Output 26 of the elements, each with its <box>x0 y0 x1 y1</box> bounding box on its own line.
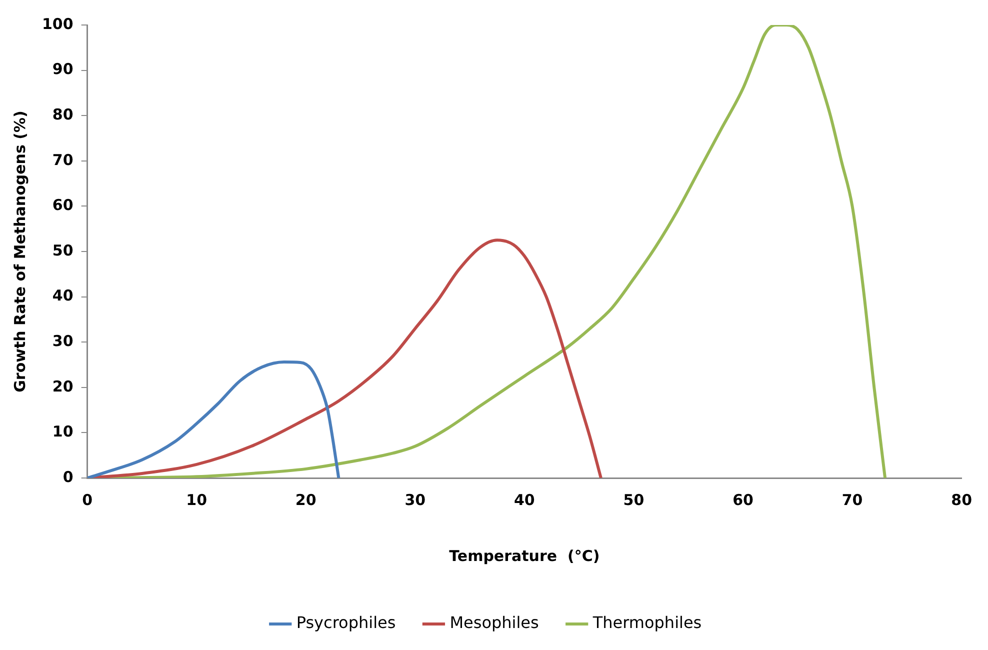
y-tick-label: 50 <box>52 241 74 260</box>
x-tick-label: 60 <box>732 490 754 509</box>
y-tick-label: 20 <box>52 377 74 396</box>
y-tick-label: 70 <box>52 150 74 169</box>
y-tick-label: 100 <box>42 14 74 33</box>
legend-label: Mesophiles <box>450 613 539 632</box>
x-tick-label: 10 <box>186 490 208 509</box>
legend-label: Psycrophiles <box>296 613 396 632</box>
y-tick-label: 80 <box>52 105 74 124</box>
x-tick-label: 0 <box>82 490 93 509</box>
y-tick-label: 40 <box>52 286 74 305</box>
y-tick-label: 0 <box>62 468 74 486</box>
y-tick-label: 90 <box>52 60 74 78</box>
y-tick-label: 60 <box>52 196 74 214</box>
x-axis-title: Temperature (°C) <box>449 546 600 565</box>
x-tick-label: 20 <box>295 490 316 509</box>
line-series <box>87 360 340 478</box>
x-tick-label: 70 <box>842 490 863 509</box>
x-tick-label: 30 <box>404 490 426 509</box>
x-tick-label: 40 <box>514 490 535 509</box>
x-tick-label: 80 <box>951 490 972 509</box>
legend-label: Thermophiles <box>592 613 702 632</box>
y-axis-title: Growth Rate of Methanogens (%) <box>10 110 29 392</box>
x-tick-label: 50 <box>623 490 644 509</box>
y-tick-label: 10 <box>52 422 74 441</box>
y-tick-label: 30 <box>52 332 74 350</box>
